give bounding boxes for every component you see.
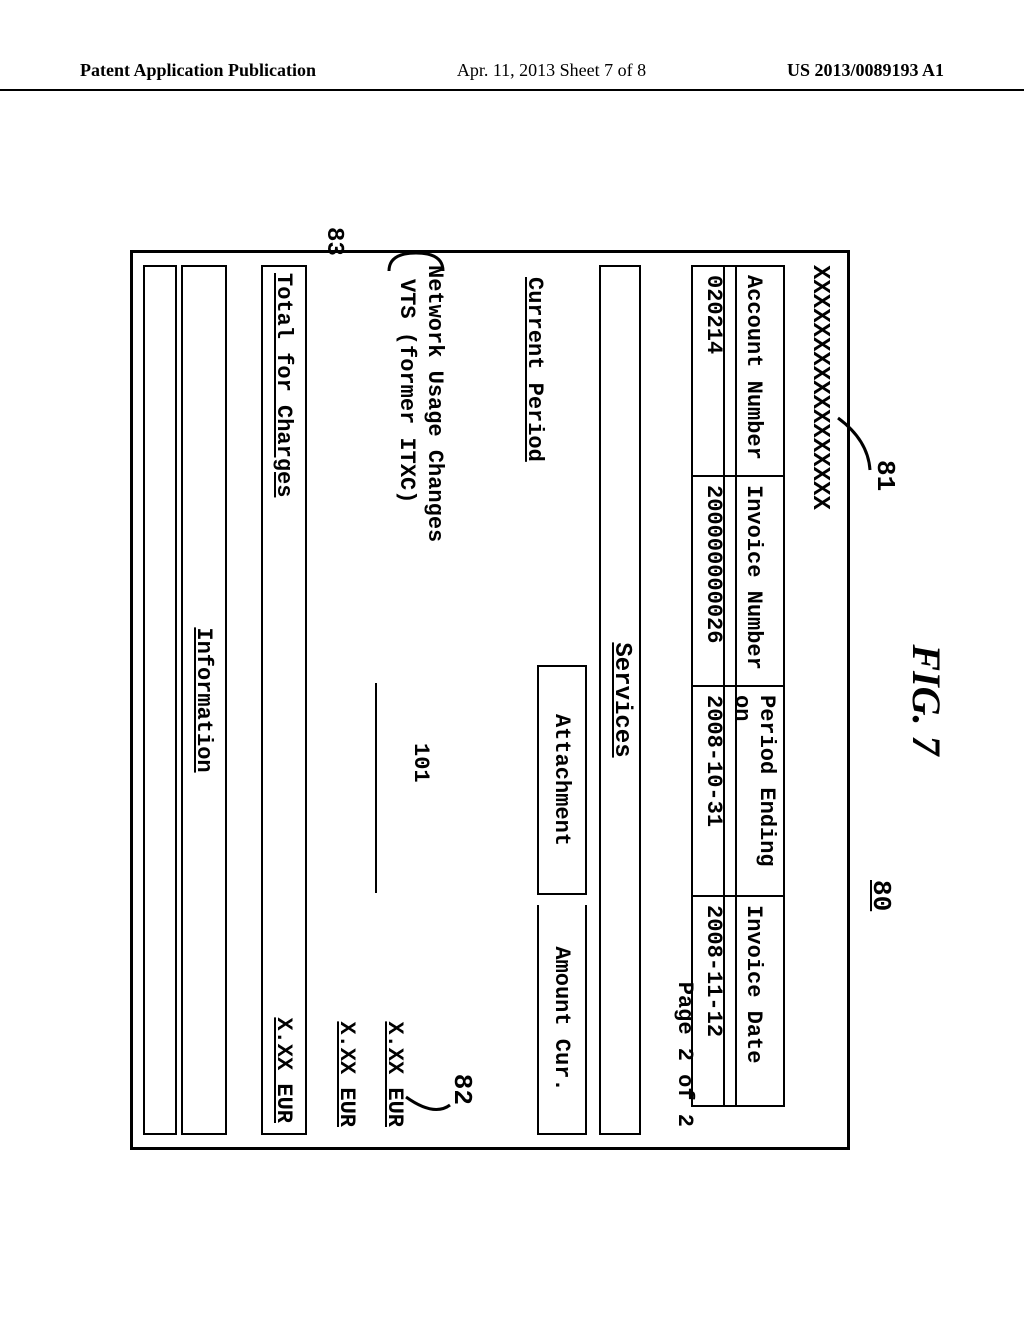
services-heading: Services [608, 642, 635, 757]
ref-83: 83 [320, 227, 347, 256]
bottom-empty-bar [143, 265, 177, 1135]
amount-heading: Amount Cur. [537, 905, 587, 1135]
service-line-2: VTS (former ITXC) [394, 279, 419, 503]
val-account: 020214 [692, 266, 736, 476]
page-label: Page 2 of 2 [672, 982, 697, 1127]
header-left: Patent Application Publication [80, 60, 316, 81]
placeholder-line: XXXXXXXXXXXXXXXXX [806, 265, 833, 510]
leadline-82-icon [402, 1057, 452, 1127]
attachment-value: 101 [408, 743, 433, 783]
figure-title: FIG. 7 [903, 160, 950, 1240]
val-invdate: 2008-11-12 [692, 896, 736, 1106]
figure-landscape: FIG. 7 80 81 XXXXXXXXXXXXXXXXX Account N… [70, 160, 950, 1240]
figure-stage: FIG. 7 80 81 XXXXXXXXXXXXXXXXX Account N… [70, 160, 950, 1240]
invoice-box: XXXXXXXXXXXXXXXXX Account Number Invoice… [130, 250, 850, 1150]
current-period-label: Current Period [522, 277, 547, 462]
attachment-heading: Attachment [537, 665, 587, 895]
val-invoice: 200000000026 [692, 476, 736, 686]
services-bar: Services [599, 265, 641, 1135]
service-line-1: Network Usage Changes [422, 265, 447, 542]
brace-83-icon [387, 251, 445, 273]
val-period: 2008-10-31 [692, 686, 736, 896]
header-mid: Apr. 11, 2013 Sheet 7 of 8 [457, 60, 646, 81]
header-right: US 2013/0089193 A1 [787, 60, 944, 81]
values-table: 020214 200000000026 2008-10-31 2008-11-1… [691, 265, 737, 1107]
publication-header: Patent Application Publication Apr. 11, … [0, 60, 1024, 91]
amount-row-2: X.XX EUR [334, 1021, 359, 1127]
total-amount: X.XX EUR [272, 1017, 297, 1133]
total-label: Total for Charges [272, 267, 297, 497]
subtotal-rule [375, 683, 377, 893]
information-bar: Information [181, 265, 227, 1135]
total-row: Total for Charges X.XX EUR [261, 265, 307, 1135]
amount-row-1: X.XX EUR [382, 1021, 407, 1127]
ref-81: 81 [870, 460, 900, 491]
attachment-row: Attachment Amount Cur. Current Period [537, 265, 587, 1135]
ref-80: 80 [866, 880, 896, 911]
